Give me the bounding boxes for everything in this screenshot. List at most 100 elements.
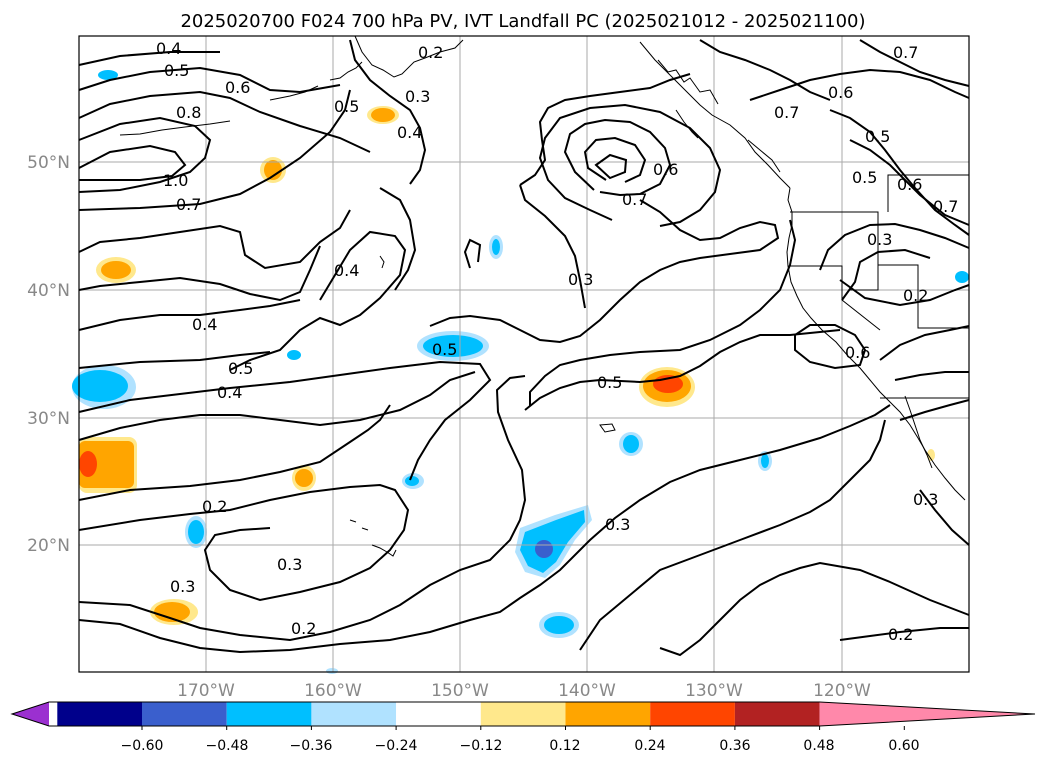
contour-line xyxy=(78,144,187,181)
contour-line xyxy=(349,39,427,185)
contour-line xyxy=(894,371,969,381)
contour-line xyxy=(78,116,212,193)
contour-line xyxy=(849,139,970,226)
contour-line xyxy=(78,245,321,302)
contour-line xyxy=(794,324,867,370)
contour-label: 0.4 xyxy=(334,261,359,280)
contour-line xyxy=(699,39,831,101)
contour-line xyxy=(78,375,527,642)
pv-negative-blob xyxy=(405,476,419,486)
contour-label: 0.3 xyxy=(568,270,593,289)
pv-shading xyxy=(72,70,969,674)
colorbar-tick-label: −0.48 xyxy=(206,738,249,754)
colorbar-extend-low xyxy=(12,702,49,726)
pv-contours xyxy=(78,39,970,657)
baja-california xyxy=(904,395,933,469)
contour-line xyxy=(579,419,886,651)
longitude-axis: 170°W 160°W 150°W 140°W 130°W 120°W xyxy=(177,681,871,701)
contour-label: 0.6 xyxy=(845,343,870,362)
pv-positive-blob xyxy=(371,108,395,122)
contour-label: 0.5 xyxy=(432,340,457,359)
us-canada-border xyxy=(887,174,969,212)
contour-line xyxy=(78,483,410,602)
island xyxy=(599,423,616,433)
contour-label: 0.3 xyxy=(913,490,938,509)
alaska-coast xyxy=(354,35,464,78)
colorbar-tick-label: −0.60 xyxy=(121,738,164,754)
pv-positive-blob xyxy=(264,160,282,180)
contour-line xyxy=(839,279,970,307)
contour-line xyxy=(841,248,931,301)
contour-label: 0.4 xyxy=(192,315,217,334)
contour-label: 0.5 xyxy=(597,373,622,392)
contour-line xyxy=(379,187,417,291)
strait-coast xyxy=(747,139,781,173)
contour-label: 0.4 xyxy=(397,123,422,142)
contour-label: 0.5 xyxy=(164,61,189,80)
colorbar-tick-label: 0.24 xyxy=(634,738,665,754)
contour-line xyxy=(839,627,969,641)
pv-negative-blob xyxy=(188,520,204,544)
contour-line xyxy=(749,68,970,101)
contour-line xyxy=(78,89,351,211)
contour-label: 0.3 xyxy=(605,515,630,534)
inside-passage-islands xyxy=(657,59,719,105)
contour-line xyxy=(229,230,407,371)
contour-line xyxy=(538,103,722,227)
contour-label: 0.7 xyxy=(176,195,201,214)
pv-positive-blob xyxy=(79,441,134,488)
contour-label: 0.2 xyxy=(291,619,316,638)
colorbar-segment xyxy=(396,702,481,726)
colorbar-tick-label: −0.12 xyxy=(460,738,503,754)
contour-label: 0.7 xyxy=(933,197,958,216)
contour-line xyxy=(78,66,341,94)
alaska-peninsula xyxy=(329,61,363,81)
contour-line xyxy=(659,561,970,657)
contour-label: 0.2 xyxy=(888,625,913,644)
contour-line xyxy=(78,299,301,331)
contour-line xyxy=(829,109,970,236)
contour-label: 0.6 xyxy=(225,78,250,97)
colorbar-segment xyxy=(226,702,312,726)
state-borders xyxy=(790,211,969,329)
pv-negative-blob xyxy=(72,370,128,402)
lat-label-20n: 20°N xyxy=(27,536,70,556)
contour-line xyxy=(78,371,476,441)
contour-label: 0.4 xyxy=(217,383,242,402)
map-background xyxy=(79,36,969,672)
contour-line xyxy=(524,329,841,411)
colorbar-tick-labels: −0.60 −0.48 −0.36 −0.24 −0.12 0.12 0.24 … xyxy=(121,738,920,754)
contour-line xyxy=(879,325,970,361)
pv-negative-blob xyxy=(326,668,338,674)
graticule xyxy=(79,36,969,672)
lon-label-130w: 130°W xyxy=(685,681,743,701)
colorbar-tick-label: 0.36 xyxy=(719,738,750,754)
contour-labels: 0.4 0.5 0.6 0.8 1.0 0.7 0.5 0.4 0.3 0.2 … xyxy=(156,39,958,644)
state-borders xyxy=(850,265,879,291)
contour-label: 0.6 xyxy=(653,160,678,179)
colorbar-tick-label: −0.24 xyxy=(375,738,418,754)
colorbar-extend-high xyxy=(819,702,1035,726)
colorbar-segment xyxy=(650,702,735,726)
contour-line xyxy=(899,399,970,421)
colorbar-segment xyxy=(57,702,142,726)
island xyxy=(379,255,385,269)
contour-label: 0.2 xyxy=(903,286,928,305)
lon-label-170w: 170°W xyxy=(177,681,235,701)
contour-line xyxy=(429,199,780,344)
colorbar-tick-label: 0.60 xyxy=(888,738,919,754)
pv-positive-blob xyxy=(79,451,97,477)
contour-label: 0.3 xyxy=(170,577,195,596)
pv-negative-blob xyxy=(287,350,301,360)
contour-label: 0.6 xyxy=(828,83,853,102)
colorbar-segment xyxy=(734,702,820,726)
contour-label: 0.3 xyxy=(405,87,430,106)
latitude-axis: 50°N 40°N 30°N 20°N xyxy=(27,153,70,556)
map-frame xyxy=(78,35,970,673)
lon-label-160w: 160°W xyxy=(304,681,362,701)
contour-label: 0.7 xyxy=(893,43,918,62)
colorbar-segment xyxy=(565,702,651,726)
map-title: 2025020700 F024 700 hPa PV, IVT Landfall… xyxy=(180,11,865,32)
lat-label-50n: 50°N xyxy=(27,153,70,173)
